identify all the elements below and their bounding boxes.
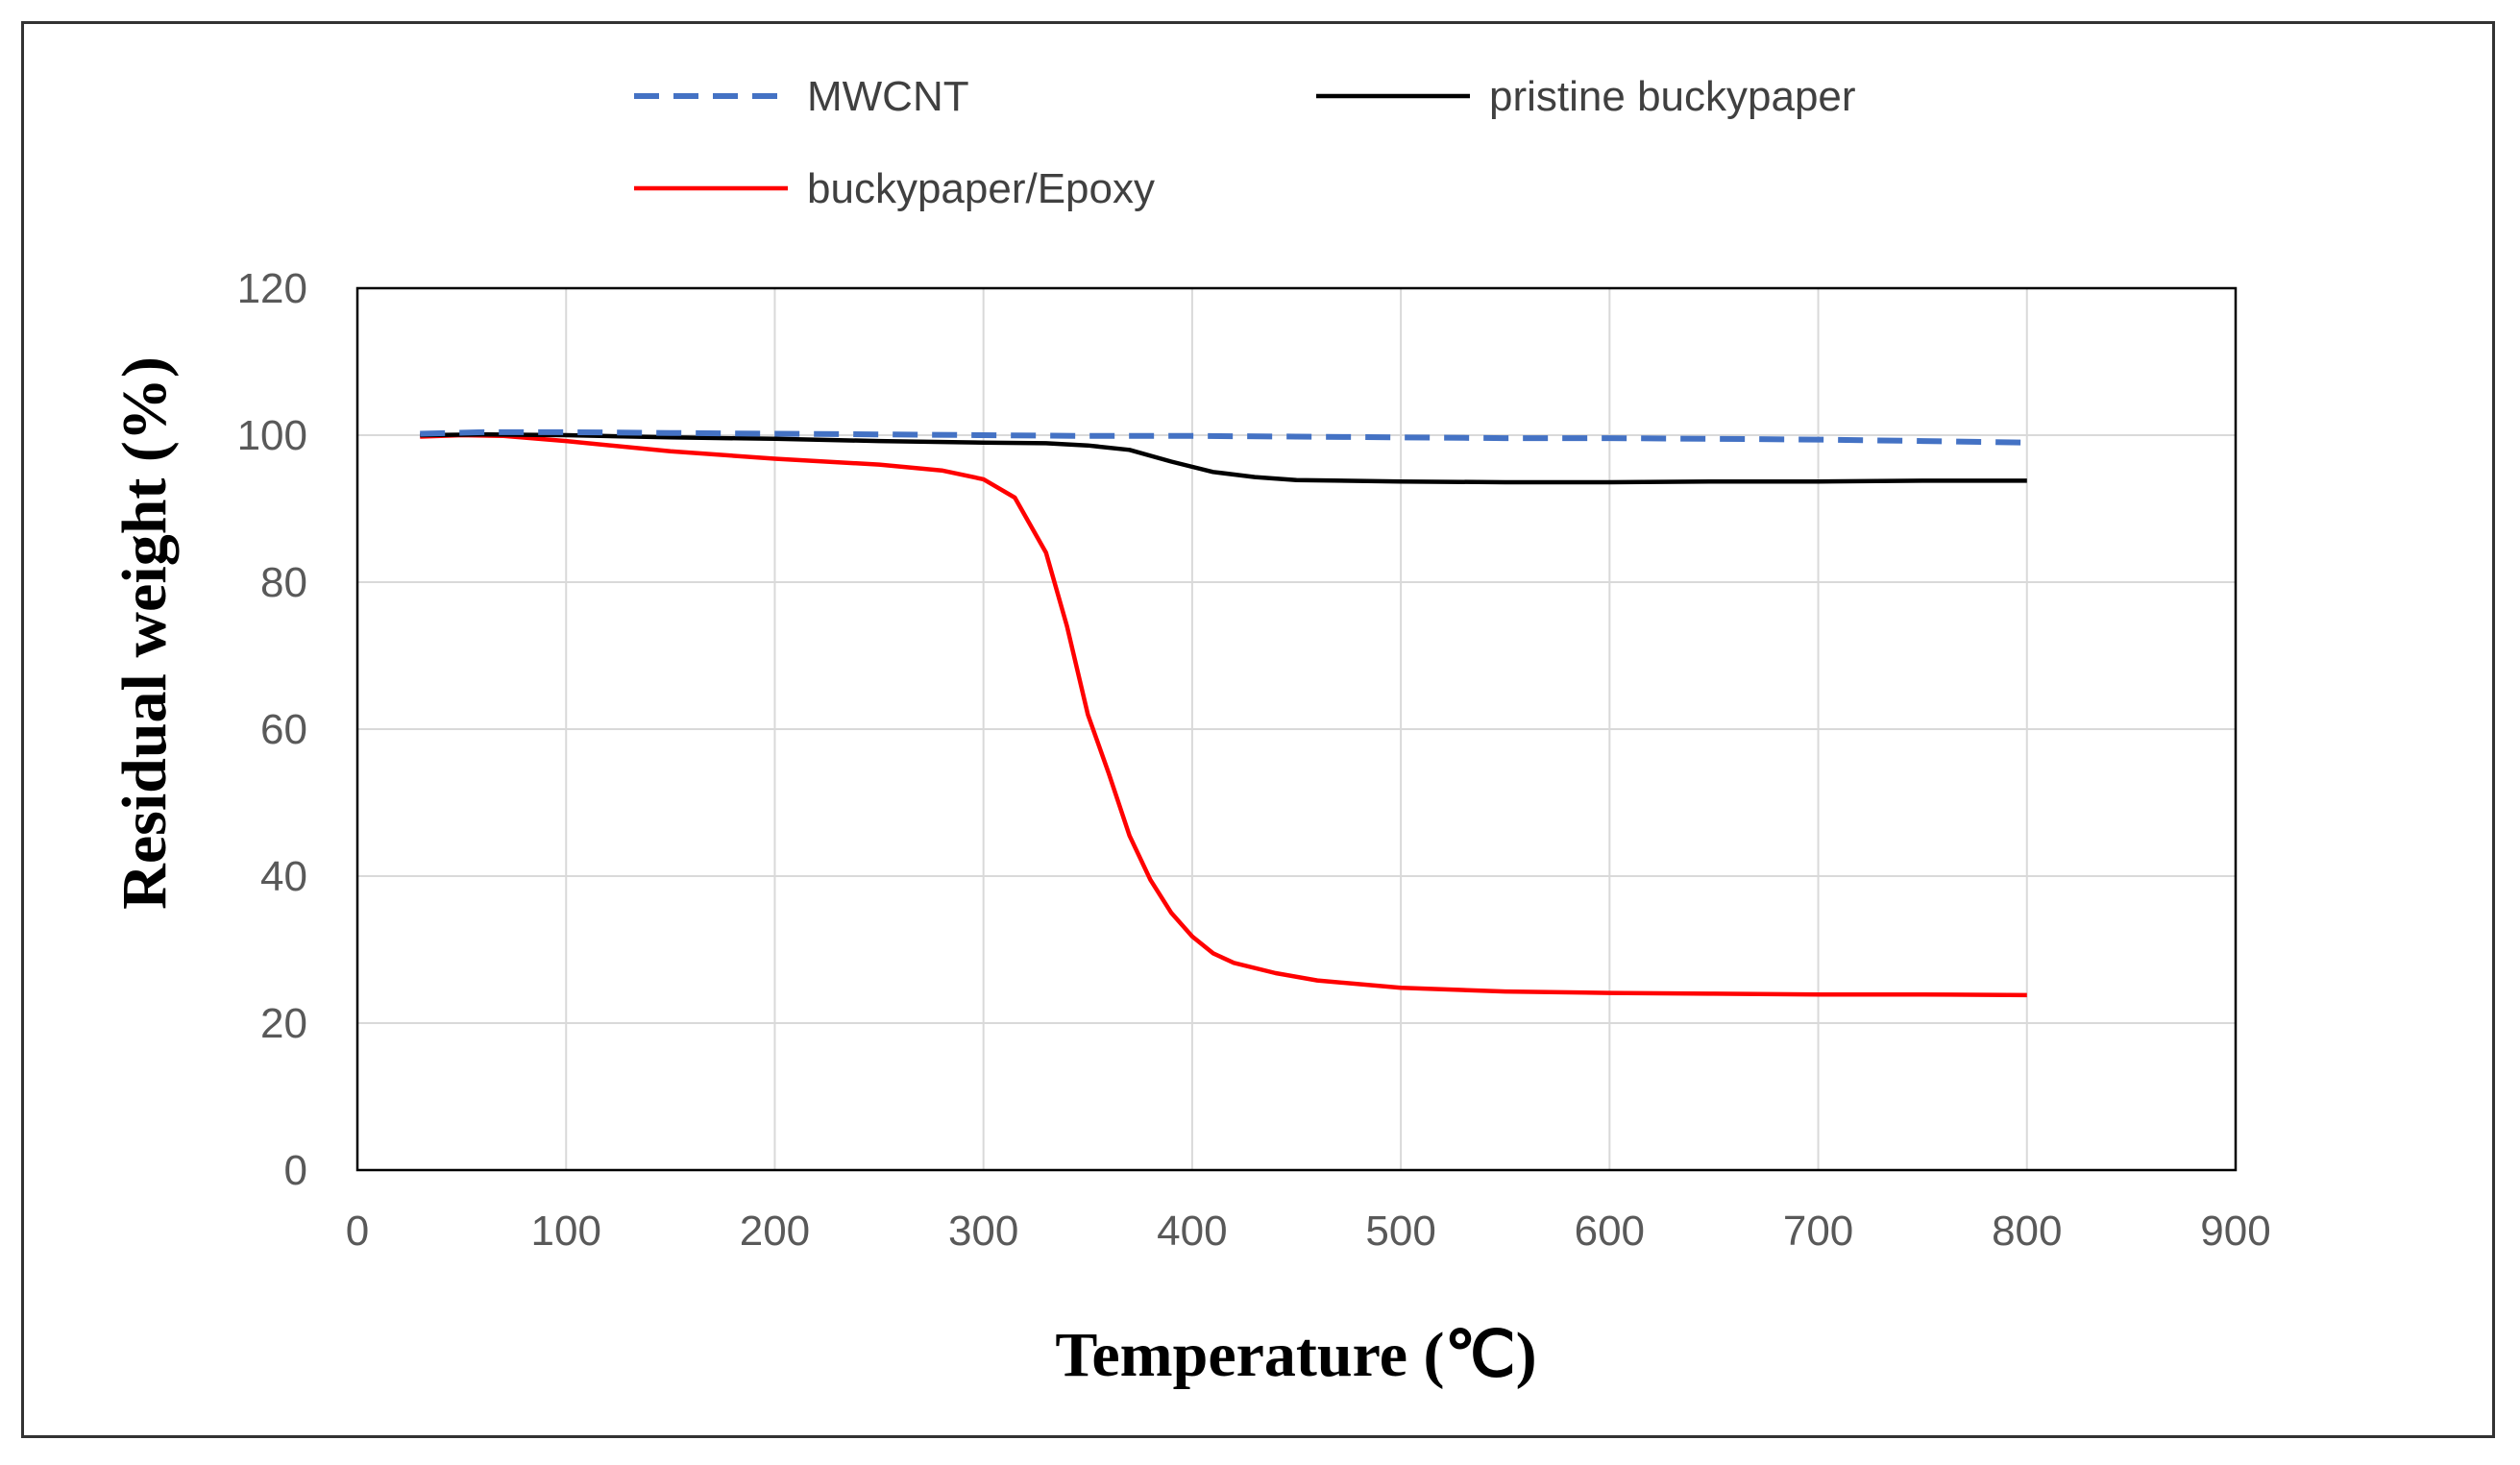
y-tick-label: 100 xyxy=(237,412,307,459)
x-tick-label: 300 xyxy=(948,1208,1018,1255)
x-tick-label: 800 xyxy=(1992,1208,2062,1255)
x-tick-label: 700 xyxy=(1783,1208,1853,1255)
x-tick-label: 0 xyxy=(346,1208,369,1255)
y-tick-label: 80 xyxy=(260,559,307,606)
legend: MWCNT pristine buckypaper buckypaper/Epoxy xyxy=(634,73,1856,212)
series-line-pristine-buckypaper xyxy=(420,431,2027,485)
x-tick-label: 900 xyxy=(2200,1208,2270,1255)
y-axis-title: Residual weight (%) xyxy=(110,356,180,910)
x-tick-label: 400 xyxy=(1157,1208,1227,1255)
legend-label: MWCNT xyxy=(807,73,969,120)
tick-layer: 0 100 200 300 400 500 600 700 800 900 0 20 40 60 80 100… xyxy=(237,265,2271,1255)
series-layer xyxy=(420,428,2027,998)
y-tick-label: 20 xyxy=(260,1000,307,1047)
y-tick-label: 60 xyxy=(260,706,307,753)
grid-layer xyxy=(357,288,2236,1170)
series-line-mwcnt xyxy=(420,428,2027,446)
y-tick-label: 0 xyxy=(284,1147,307,1194)
legend-label: pristine buckypaper xyxy=(1489,73,1856,120)
x-tick-label: 100 xyxy=(531,1208,601,1255)
series-line-buckypaper-epoxy xyxy=(420,432,2027,998)
x-tick-label: 500 xyxy=(1365,1208,1435,1255)
x-tick-label: 200 xyxy=(740,1208,810,1255)
y-tick-label: 120 xyxy=(237,265,307,312)
plot-area xyxy=(355,286,2238,1172)
x-tick-label: 600 xyxy=(1575,1208,1645,1255)
x-axis-title: Temperature (℃) xyxy=(1055,1320,1536,1390)
legend-label: buckypaper/Epoxy xyxy=(807,165,1155,212)
y-tick-label: 40 xyxy=(260,853,307,900)
